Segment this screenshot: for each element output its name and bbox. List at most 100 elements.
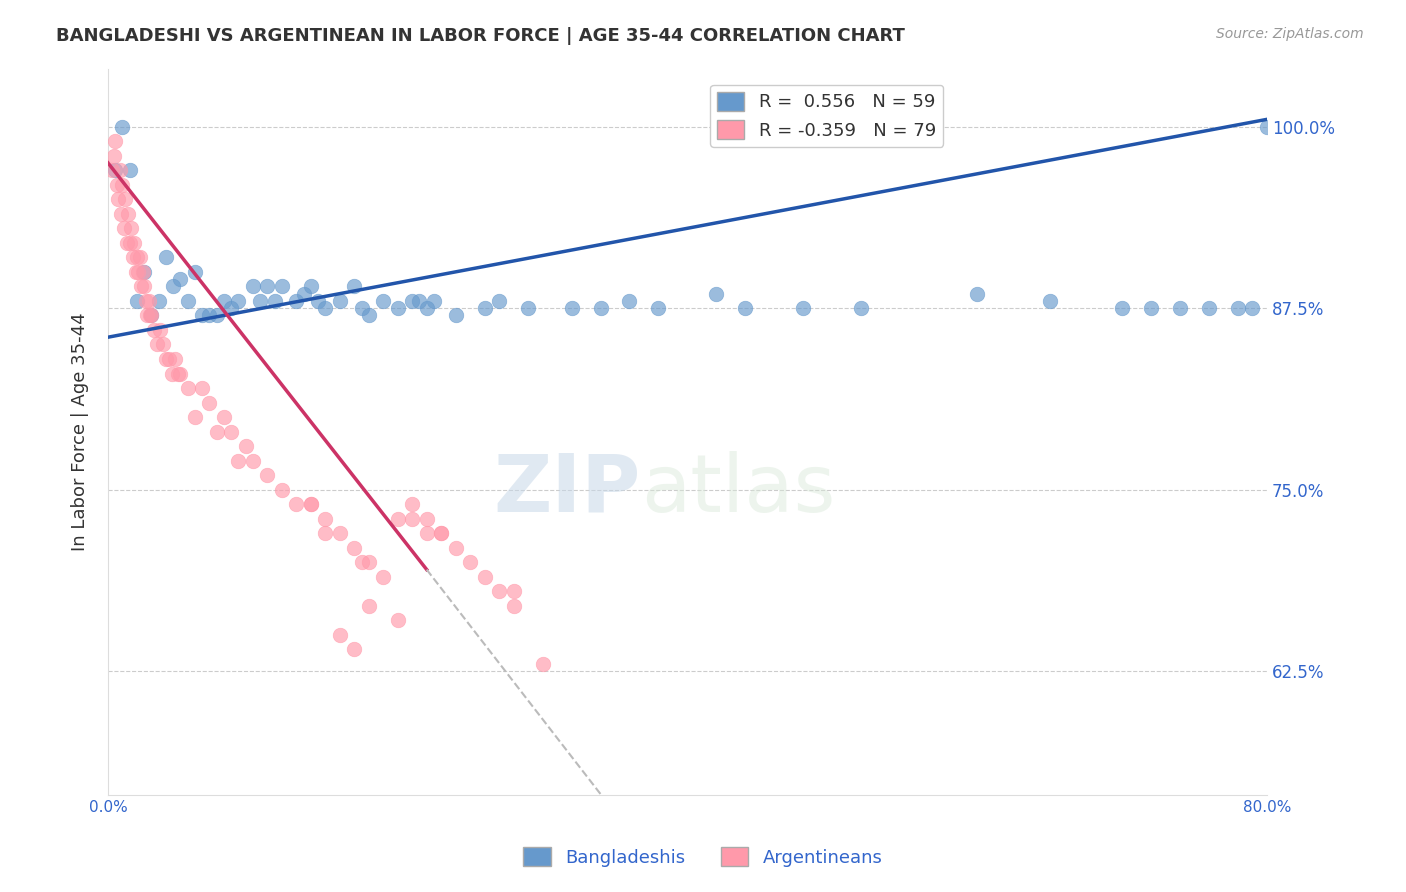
Point — [228, 453, 250, 467]
Point — [104, 134, 127, 148]
Point — [160, 367, 183, 381]
Point — [314, 526, 336, 541]
Point — [502, 599, 524, 613]
Point — [256, 468, 278, 483]
Point — [152, 337, 174, 351]
Point — [205, 425, 228, 439]
Point — [299, 497, 322, 511]
Point — [561, 301, 583, 315]
Point — [531, 657, 554, 671]
Point — [444, 541, 467, 555]
Point — [128, 250, 150, 264]
Point — [458, 555, 481, 569]
Point — [104, 163, 127, 178]
Point — [111, 178, 134, 192]
Point — [423, 293, 446, 308]
Point — [138, 293, 160, 308]
Point — [157, 351, 180, 366]
Point — [228, 293, 250, 308]
Point — [430, 526, 453, 541]
Point — [488, 584, 510, 599]
Point — [139, 309, 162, 323]
Point — [415, 512, 437, 526]
Point — [176, 293, 198, 308]
Point — [242, 279, 264, 293]
Point — [314, 301, 336, 315]
Point — [120, 221, 142, 235]
Point — [169, 272, 191, 286]
Point — [155, 351, 177, 366]
Point — [329, 526, 352, 541]
Point — [299, 279, 322, 293]
Point — [357, 599, 380, 613]
Point — [169, 367, 191, 381]
Point — [350, 301, 373, 315]
Point — [1198, 301, 1220, 315]
Point — [101, 163, 124, 178]
Point — [132, 265, 155, 279]
Point — [307, 293, 329, 308]
Point — [235, 439, 257, 453]
Point — [121, 250, 143, 264]
Point — [647, 301, 669, 315]
Point — [706, 286, 728, 301]
Text: BANGLADESHI VS ARGENTINEAN IN LABOR FORCE | AGE 35-44 CORRELATION CHART: BANGLADESHI VS ARGENTINEAN IN LABOR FORC… — [56, 27, 905, 45]
Point — [141, 309, 163, 323]
Point — [166, 367, 188, 381]
Point — [401, 293, 423, 308]
Point — [212, 293, 235, 308]
Point — [734, 301, 756, 315]
Point — [387, 512, 409, 526]
Point — [134, 279, 156, 293]
Point — [256, 279, 278, 293]
Point — [112, 221, 135, 235]
Point — [270, 483, 292, 497]
Text: atlas: atlas — [641, 450, 835, 529]
Point — [249, 293, 271, 308]
Point — [125, 293, 148, 308]
Point — [373, 293, 395, 308]
Point — [143, 323, 166, 337]
Text: ZIP: ZIP — [494, 450, 641, 529]
Point — [314, 512, 336, 526]
Point — [357, 555, 380, 569]
Point — [118, 163, 141, 178]
Point — [387, 301, 409, 315]
Point — [1168, 301, 1191, 315]
Point — [103, 149, 125, 163]
Point — [198, 395, 221, 409]
Point — [517, 301, 540, 315]
Point — [1039, 293, 1062, 308]
Point — [408, 293, 430, 308]
Point — [108, 163, 131, 178]
Point — [242, 453, 264, 467]
Point — [134, 265, 156, 279]
Point — [474, 570, 496, 584]
Point — [1241, 301, 1264, 315]
Point — [851, 301, 873, 315]
Point — [589, 301, 612, 315]
Point — [212, 410, 235, 425]
Point — [373, 570, 395, 584]
Point — [401, 497, 423, 511]
Point — [619, 293, 641, 308]
Point — [131, 279, 153, 293]
Point — [118, 235, 141, 250]
Point — [205, 309, 228, 323]
Point — [184, 410, 207, 425]
Point — [122, 235, 145, 250]
Legend: R =  0.556   N = 59, R = -0.359   N = 79: R = 0.556 N = 59, R = -0.359 N = 79 — [710, 85, 943, 147]
Point — [329, 293, 352, 308]
Point — [176, 381, 198, 395]
Point — [415, 526, 437, 541]
Point — [162, 279, 184, 293]
Point — [115, 235, 138, 250]
Point — [285, 497, 308, 511]
Point — [343, 541, 366, 555]
Point — [141, 309, 163, 323]
Point — [149, 323, 172, 337]
Point — [401, 512, 423, 526]
Point — [105, 178, 128, 192]
Point — [107, 192, 129, 206]
Point — [502, 584, 524, 599]
